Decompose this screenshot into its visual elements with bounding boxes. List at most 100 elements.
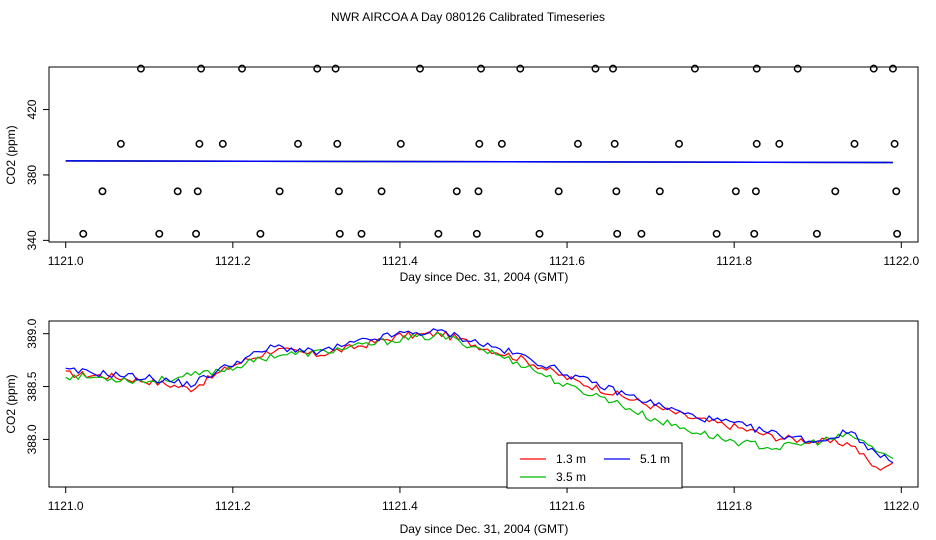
calibration-point <box>275 187 284 196</box>
calibration-point <box>850 139 859 148</box>
calibration-point <box>377 187 386 196</box>
calibration-point <box>612 187 621 196</box>
calibration-point <box>313 64 322 73</box>
calibration-point <box>516 64 525 73</box>
top-panel: 1121.0 1121.2 1121.4 1121.6 1121.8 1122.0 340… <box>4 64 920 284</box>
calibration-point <box>79 229 88 238</box>
calibration-point <box>573 139 582 148</box>
top-y-tick-label: 340 <box>25 230 39 250</box>
calibration-point <box>335 229 344 238</box>
calibration-point <box>535 229 544 238</box>
figure-title: NWR AIRCOA A Day 080126 Calibrated Times… <box>331 10 605 24</box>
calibration-point <box>712 229 721 238</box>
calibration-point <box>472 229 481 238</box>
calibration-point <box>238 64 246 73</box>
calibration-point <box>475 139 484 148</box>
calibration-point <box>751 187 760 196</box>
calibration-point <box>477 64 485 73</box>
top-x-axis: 1121.0 1121.2 1121.4 1121.6 1121.8 1122.0 <box>48 242 920 268</box>
bottom-y-tick-label: 388.5 <box>25 371 39 401</box>
calibration-point <box>610 139 619 148</box>
calibration-point <box>333 139 342 148</box>
calibration-point <box>752 64 761 73</box>
top-x-tick-label: 1121.8 <box>716 254 752 268</box>
top-y-axis: 340 380 420 <box>25 99 49 250</box>
calibration-point <box>888 64 897 73</box>
top-x-tick-label: 1121.2 <box>215 254 251 268</box>
calibration-point <box>193 187 202 196</box>
top-y-tick-label: 420 <box>25 99 39 119</box>
calibration-point <box>331 64 340 73</box>
calibration-point <box>869 64 878 73</box>
calibration-point <box>434 229 443 238</box>
calibration-point <box>136 64 145 73</box>
bottom-plot-frame <box>48 320 919 488</box>
calibration-point <box>155 229 164 238</box>
bottom-x-tick-label: 1122.0 <box>883 499 919 513</box>
calibration-point <box>98 187 107 196</box>
calibration-point <box>334 187 343 196</box>
series-line-5-1-m <box>65 328 894 464</box>
series-line-3-5-m <box>65 332 894 460</box>
calibration-point <box>116 139 125 148</box>
calibration-point <box>613 229 622 238</box>
legend: 1.3 m 3.5 m 5.1 m <box>506 442 683 489</box>
calibration-point <box>474 187 483 196</box>
bottom-x-tick-label: 1121.4 <box>382 499 418 513</box>
calibration-point <box>655 187 664 196</box>
calibration-point <box>357 229 366 238</box>
calibration-point <box>256 229 265 238</box>
calibration-point <box>752 139 761 148</box>
legend-label-5-1m: 5.1 m <box>640 452 670 466</box>
top-x-tick-label: 1122.0 <box>883 254 919 268</box>
calibration-point <box>731 187 740 196</box>
top-x-tick-label: 1121.4 <box>382 254 418 268</box>
series-line-1-3-m <box>65 330 894 471</box>
top-x-tick-label: 1121.6 <box>549 254 585 268</box>
top-x-tick-label: 1121.0 <box>48 254 84 268</box>
calibration-point <box>675 139 683 148</box>
bottom-x-tick-label: 1121.8 <box>716 499 752 513</box>
top-series-line <box>65 160 893 164</box>
calibration-point <box>173 187 182 196</box>
calibration-point <box>192 229 201 238</box>
calibration-point <box>750 229 759 238</box>
calibration-point <box>893 229 902 238</box>
calibration-point <box>218 139 227 148</box>
bottom-x-tick-label: 1121.2 <box>215 499 251 513</box>
calibration-point <box>294 139 302 148</box>
calibration-point <box>396 139 405 148</box>
bottom-y-axis-label: CO2 (ppm) <box>4 374 18 433</box>
calibration-point <box>609 64 617 73</box>
calibration-point <box>890 139 899 148</box>
calibration-point <box>831 187 840 196</box>
top-x-axis-label: Day since Dec. 31, 2004 (GMT) <box>400 270 569 284</box>
calibration-point <box>637 229 646 238</box>
bottom-y-axis: 388.0 388.5 389.0 <box>25 318 49 454</box>
top-y-axis-label: CO2 (ppm) <box>4 125 18 184</box>
calibration-point <box>452 187 461 196</box>
bottom-x-axis: 1121.0 1121.2 1121.4 1121.6 1121.8 1122.0 <box>48 487 920 513</box>
bottom-x-axis-label: Day since Dec. 31, 2004 (GMT) <box>400 522 569 536</box>
bottom-x-tick-label: 1121.0 <box>48 499 84 513</box>
bottom-x-tick-label: 1121.6 <box>549 499 585 513</box>
top-marks <box>65 64 902 238</box>
calibration-point <box>812 229 821 238</box>
calibration-point <box>690 64 699 73</box>
bottom-panel: 1121.0 1121.2 1121.4 1121.6 1121.8 1122.0 388… <box>4 318 920 536</box>
calibration-point <box>591 64 600 73</box>
calibration-point <box>793 64 802 73</box>
bottom-marks <box>65 328 894 471</box>
calibration-point <box>554 187 563 196</box>
calibration-point <box>195 139 204 148</box>
bottom-y-tick-label: 388.0 <box>25 424 39 454</box>
bottom-y-tick-label: 389.0 <box>25 318 39 348</box>
top-y-tick-label: 380 <box>25 165 39 185</box>
calibration-point <box>497 139 506 148</box>
calibration-point <box>892 187 901 196</box>
calibration-point <box>775 139 784 148</box>
calibration-point <box>416 64 424 73</box>
legend-label-3-5m: 3.5 m <box>556 470 586 484</box>
legend-box <box>506 442 683 489</box>
